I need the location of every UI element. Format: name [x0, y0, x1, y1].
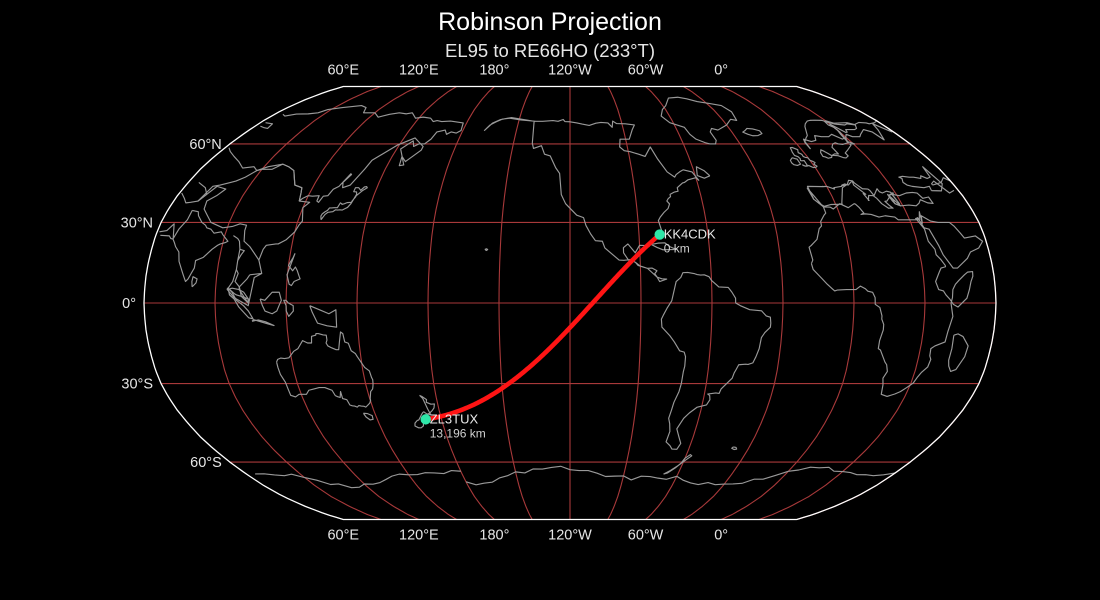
- svg-text:30°S: 30°S: [121, 377, 153, 393]
- svg-text:0°: 0°: [714, 528, 728, 544]
- svg-text:60°W: 60°W: [628, 528, 664, 544]
- svg-text:180°: 180°: [479, 63, 509, 79]
- svg-text:0 km: 0 km: [664, 242, 690, 256]
- svg-text:60°N: 60°N: [189, 137, 221, 153]
- svg-text:60°S: 60°S: [190, 455, 222, 471]
- svg-text:60°W: 60°W: [628, 63, 664, 79]
- svg-text:120°E: 120°E: [399, 63, 439, 79]
- svg-text:0°: 0°: [714, 63, 728, 79]
- svg-text:0°: 0°: [122, 296, 136, 312]
- svg-text:120°E: 120°E: [399, 528, 439, 544]
- svg-text:60°E: 60°E: [327, 528, 359, 544]
- svg-text:13,196 km: 13,196 km: [430, 426, 486, 440]
- svg-text:KK4CDK: KK4CDK: [664, 227, 716, 242]
- svg-text:120°W: 120°W: [548, 63, 592, 79]
- svg-text:180°: 180°: [479, 528, 509, 544]
- svg-text:60°E: 60°E: [327, 63, 359, 79]
- svg-text:ZL3TUX: ZL3TUX: [430, 411, 479, 426]
- svg-text:30°N: 30°N: [121, 215, 153, 231]
- svg-text:120°W: 120°W: [548, 528, 592, 544]
